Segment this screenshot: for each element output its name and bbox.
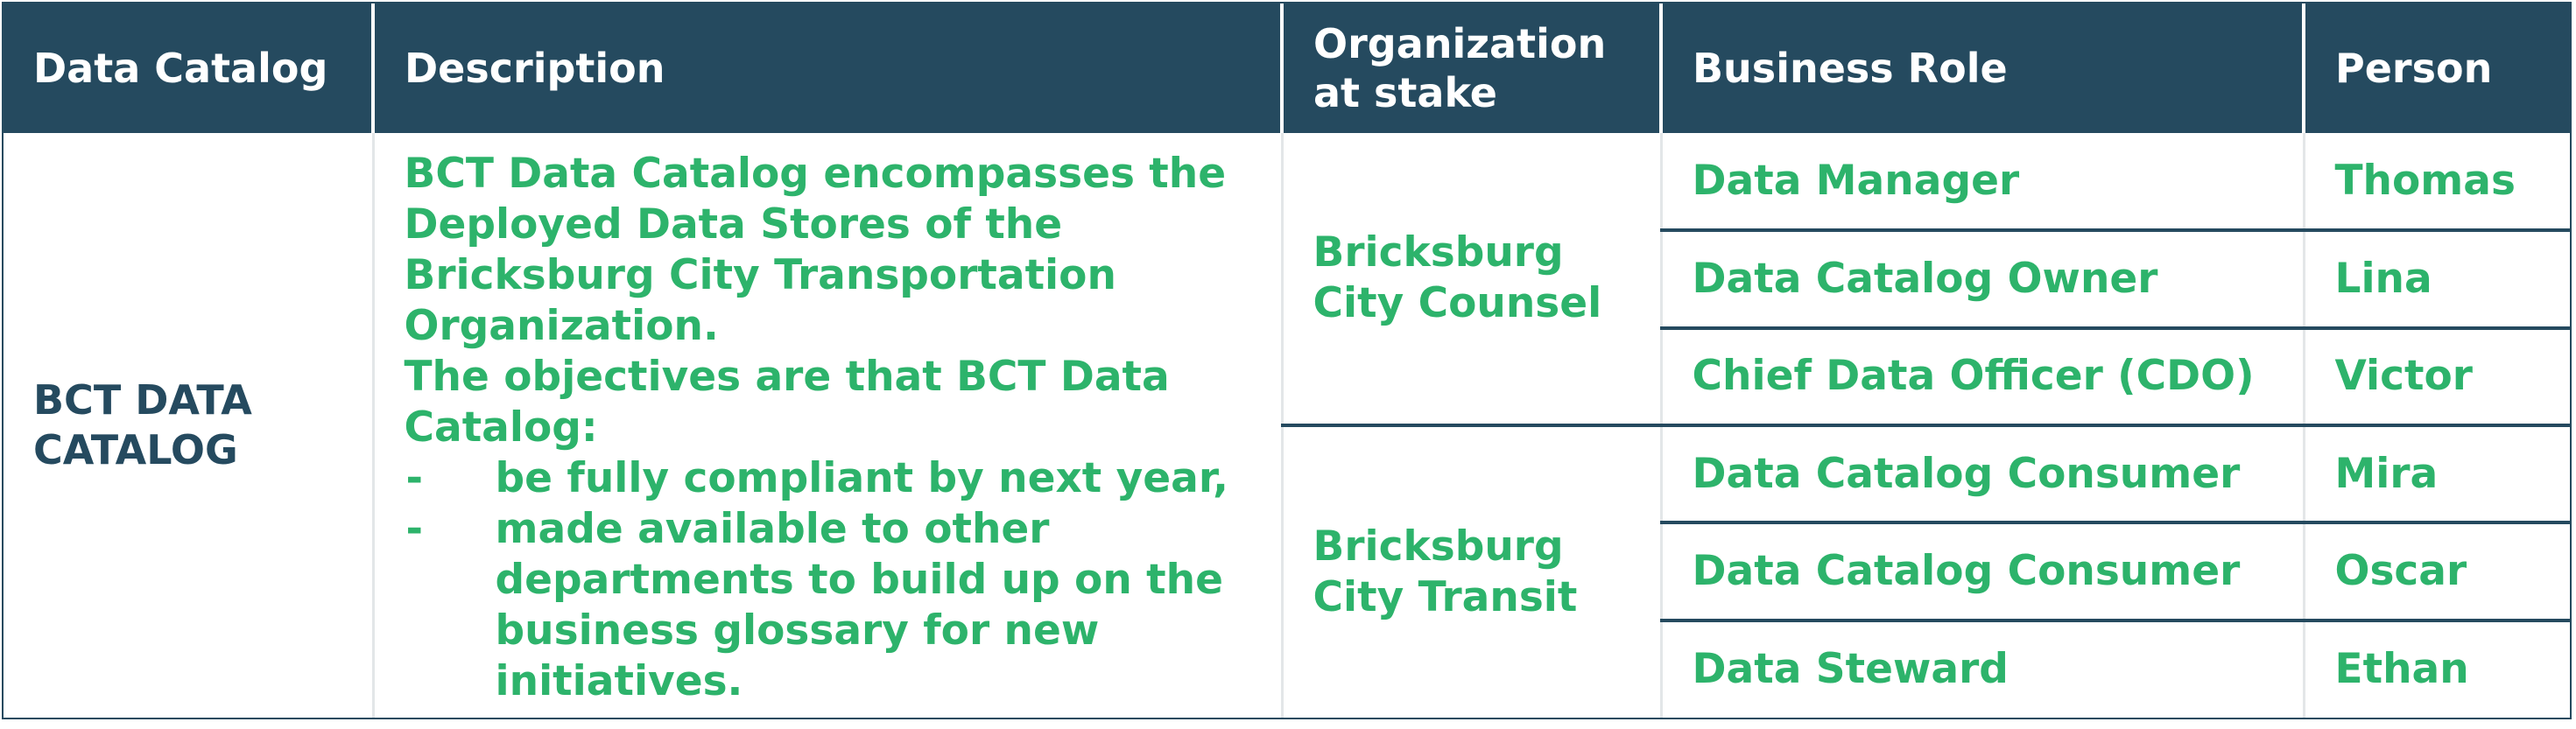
header-data-catalog: Data Catalog (4, 4, 373, 133)
header-description: Description (371, 4, 1282, 133)
business-role-cell: Data Catalog Consumer (1659, 521, 2304, 620)
header-person: Person (2302, 4, 2570, 133)
person-cell: Lina (2302, 228, 2570, 328)
organization-name: Bricksburg City Counsel (1313, 228, 1602, 327)
organization-cell: Bricksburg City Counsel (1280, 133, 1661, 425)
business-role-cell: Data Catalog Owner (1659, 228, 2304, 328)
business-role-cell: Data Catalog Consumer (1659, 423, 2304, 523)
table-row: Chief Data Officer (CDO) Victor (4, 326, 2570, 425)
description-paragraph: The objectives are that BCT Data Catalog… (404, 353, 1170, 452)
business-role-cell: Chief Data Officer (CDO) (1659, 326, 2304, 425)
person-cell: Oscar (2302, 521, 2570, 620)
person-cell: Mira (2302, 423, 2570, 523)
description-paragraph: BCT Data Catalog encompasses the Deploye… (404, 150, 1227, 350)
header-business-role: Business Role (1659, 4, 2304, 133)
organization-name: Bricksburg City Transit (1313, 522, 1578, 621)
person-cell: Victor (2302, 326, 2570, 425)
person-cell: Ethan (2302, 618, 2570, 718)
table-row: Data Steward Ethan (4, 618, 2570, 718)
business-role-cell: Data Manager (1659, 133, 2304, 231)
header-row: Data Catalog Description Organization at… (4, 4, 2570, 133)
bullet-text: be fully compliant by next year, (495, 454, 1229, 502)
data-catalog-table: Data Catalog Description Organization at… (4, 4, 2570, 718)
table-row: Bricksburg City Transit Data Catalog Con… (4, 423, 2570, 718)
description-bullet: - made available to other departments to… (405, 504, 1272, 707)
description-cell: BCT Data Catalog encompasses the Deploye… (371, 133, 1282, 718)
bullet-dash: - (405, 454, 424, 502)
bullet-dash: - (405, 505, 424, 553)
business-role-cell: Data Steward (1659, 618, 2304, 718)
table-row: BCT DATA CATALOG BCT Data Catalog encomp… (4, 133, 2570, 718)
header-organization-label: Organization at stake (1313, 20, 1607, 116)
description-bullet: - be fully compliant by next year, (405, 453, 1272, 504)
organization-cell: Bricksburg City Transit (1280, 423, 1661, 718)
person-cell: Thomas (2302, 133, 2570, 231)
header-organization: Organization at stake (1280, 4, 1661, 133)
table-row: Data Catalog Consumer Oscar (4, 521, 2570, 620)
catalog-name: BCT DATA CATALOG (33, 376, 252, 473)
table-row: Data Catalog Owner Lina (4, 228, 2570, 328)
catalog-name-cell: BCT DATA CATALOG (4, 133, 373, 718)
bullet-text: made available to other departments to b… (495, 505, 1223, 705)
